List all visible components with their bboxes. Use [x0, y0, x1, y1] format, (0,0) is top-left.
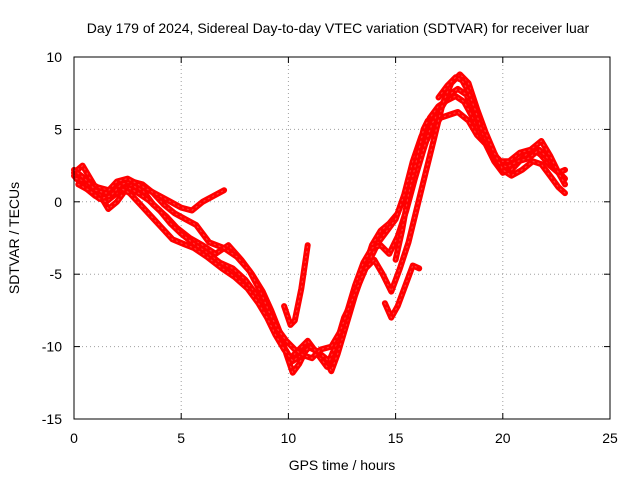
series-track-4: [75, 71, 568, 362]
x-tick-label: 25: [602, 430, 618, 446]
series-track-2-texture: [73, 95, 566, 368]
y-tick-label: -15: [42, 411, 62, 427]
y-tick-label: 10: [46, 49, 62, 65]
series-track-8: [392, 117, 431, 263]
series-track-9-texture: [437, 76, 482, 130]
series-track-4-texture: [77, 73, 566, 359]
series-track-8-texture: [395, 120, 429, 261]
plot-frame: [73, 56, 611, 420]
series-track-6-texture: [384, 264, 420, 319]
x-tick-label: 20: [495, 430, 511, 446]
series-layer: [71, 71, 568, 376]
series-track-9: [435, 74, 485, 133]
series-track-7-texture: [283, 244, 309, 326]
x-tick-label: 0: [70, 430, 78, 446]
y-tick-label: 5: [54, 121, 62, 137]
x-tick-label: 5: [177, 430, 185, 446]
y-tick-label: -10: [42, 339, 62, 355]
grid-lines: [74, 57, 610, 419]
x-axis-label: GPS time / hours: [289, 457, 396, 473]
axis-ticks: 0 5 10 15 20 25 -15 -10 -5 0 5 10: [42, 49, 618, 446]
y-tick-label: 0: [54, 194, 62, 210]
series-track-2: [71, 93, 568, 370]
series-track-7: [281, 242, 311, 328]
y-axis-label: SDTVAR / TECUs: [6, 182, 22, 294]
x-tick-label: 10: [281, 430, 297, 446]
series-track-6: [381, 262, 423, 321]
series-track-3-texture: [75, 88, 566, 362]
chart-title: Day 179 of 2024, Sidereal Day-to-day VTE…: [87, 20, 590, 36]
y-tick-label: -5: [50, 266, 63, 282]
x-tick-label: 15: [388, 430, 404, 446]
series-track-3: [73, 85, 568, 365]
series-track-5: [71, 166, 228, 214]
